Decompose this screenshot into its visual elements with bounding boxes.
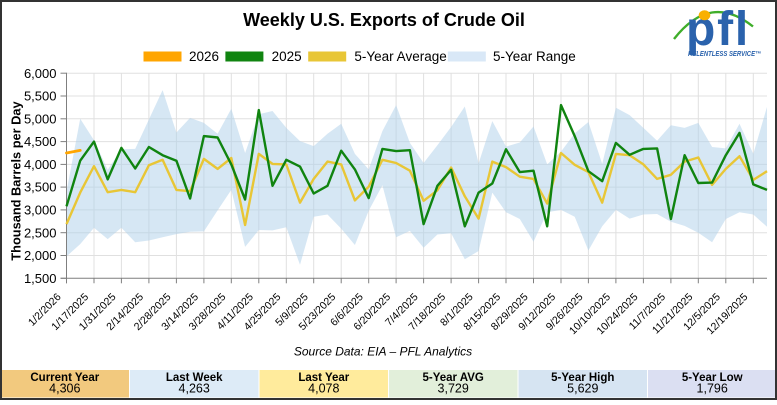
svg-text:5-Year AVG: 5-Year AVG <box>423 372 484 384</box>
svg-text:3,729: 3,729 <box>438 381 469 395</box>
svg-text:Last Week: Last Week <box>166 372 223 384</box>
svg-text:4,000: 4,000 <box>24 157 57 172</box>
svg-text:4,500: 4,500 <box>24 134 57 149</box>
svg-text:2026: 2026 <box>189 49 219 64</box>
svg-text:Thousand Barrels per Day: Thousand Barrels per Day <box>9 100 24 260</box>
svg-text:Last Year: Last Year <box>298 372 349 384</box>
svg-text:Source Data: EIA – PFL Analyti: Source Data: EIA – PFL Analytics <box>294 345 472 359</box>
svg-text:pfl: pfl <box>686 3 750 56</box>
svg-text:2,500: 2,500 <box>24 225 57 240</box>
svg-text:2025: 2025 <box>272 49 302 64</box>
svg-text:6,000: 6,000 <box>24 66 57 81</box>
svg-text:Current Year: Current Year <box>30 372 99 384</box>
svg-text:3,000: 3,000 <box>24 203 57 218</box>
svg-text:5-Year Range: 5-Year Range <box>493 49 576 64</box>
svg-text:RELENTLESS SERVICE™: RELENTLESS SERVICE™ <box>688 51 761 58</box>
svg-text:5-Year High: 5-Year High <box>551 372 614 384</box>
svg-text:4,306: 4,306 <box>49 381 80 395</box>
svg-text:5,629: 5,629 <box>567 381 598 395</box>
svg-text:5,000: 5,000 <box>24 111 57 126</box>
svg-text:4,078: 4,078 <box>308 381 339 395</box>
svg-text:5-Year Average: 5-Year Average <box>354 49 446 64</box>
svg-text:5-Year Low: 5-Year Low <box>682 372 743 384</box>
svg-text:Weekly U.S. Exports of Crude O: Weekly U.S. Exports of Crude Oil <box>243 10 525 30</box>
svg-text:3,500: 3,500 <box>24 180 57 195</box>
svg-text:4,263: 4,263 <box>179 381 210 395</box>
svg-text:1,796: 1,796 <box>697 381 728 395</box>
svg-text:1,500: 1,500 <box>24 271 57 286</box>
svg-text:5,500: 5,500 <box>24 89 57 104</box>
svg-text:2,000: 2,000 <box>24 248 57 263</box>
